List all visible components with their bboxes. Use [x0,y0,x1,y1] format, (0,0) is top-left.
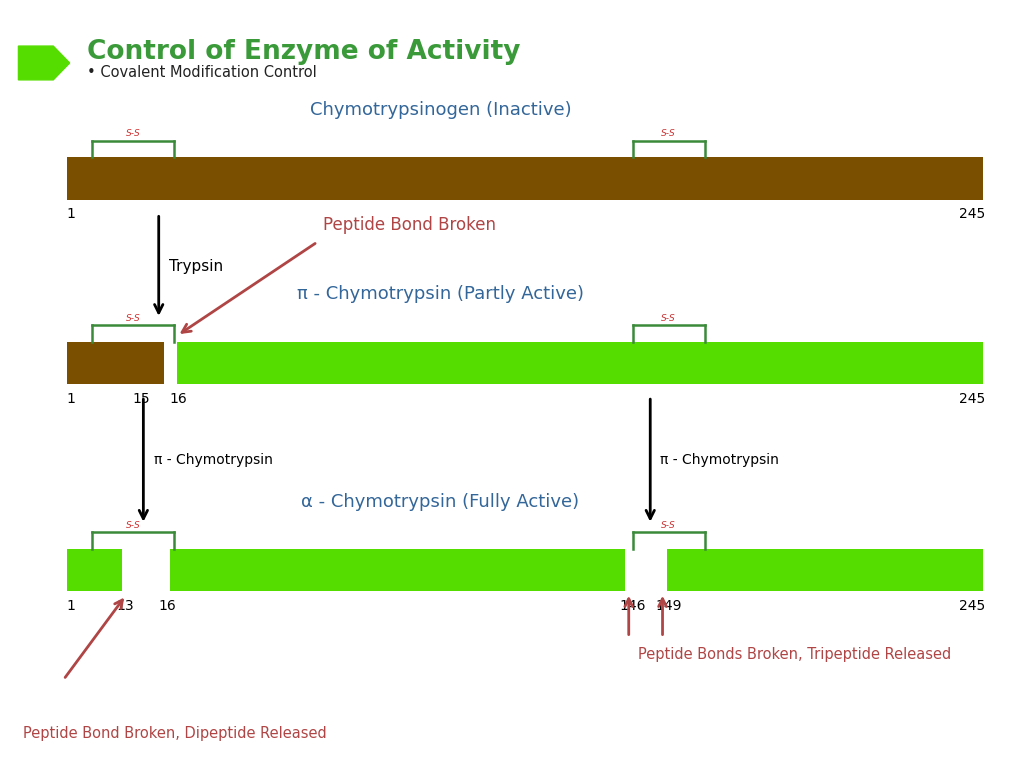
Bar [667,549,983,591]
Text: Peptide Bond Broken: Peptide Bond Broken [323,217,496,234]
Text: 1: 1 [67,599,76,613]
Text: Chymotrypsinogen (Inactive): Chymotrypsinogen (Inactive) [309,101,571,119]
Text: • Covalent Modification Control: • Covalent Modification Control [87,65,316,80]
Text: Peptide Bonds Broken, Tripeptide Released: Peptide Bonds Broken, Tripeptide Release… [638,647,951,662]
Text: 245: 245 [958,392,985,406]
Text: 1: 1 [67,207,76,221]
Text: 16: 16 [169,392,187,406]
Text: π - Chymotrypsin: π - Chymotrypsin [154,453,272,468]
Text: Peptide Bond Broken, Dipeptide Released: Peptide Bond Broken, Dipeptide Released [23,726,327,741]
Text: 149: 149 [655,599,682,613]
Text: 1: 1 [67,392,76,406]
Text: 146: 146 [620,599,646,613]
Text: 245: 245 [958,599,985,613]
Text: 16: 16 [158,599,176,613]
Polygon shape [18,46,70,80]
Text: 13: 13 [116,599,134,613]
Text: π - Chymotrypsin (Partly Active): π - Chymotrypsin (Partly Active) [297,286,584,303]
Text: Trypsin: Trypsin [169,259,223,273]
Text: α - Chymotrypsin (Fully Active): α - Chymotrypsin (Fully Active) [301,493,580,511]
Text: S-S: S-S [662,313,676,323]
Text: S-S: S-S [126,313,140,323]
Text: S-S: S-S [126,129,140,138]
Bar [170,549,625,591]
Bar [177,342,983,384]
Text: S-S: S-S [662,521,676,530]
Text: S-S: S-S [126,521,140,530]
Bar [67,549,122,591]
Bar [67,157,983,200]
Text: 245: 245 [958,207,985,221]
Text: S-S: S-S [662,129,676,138]
Text: 15: 15 [132,392,151,406]
Bar [67,342,164,384]
Text: π - Chymotrypsin: π - Chymotrypsin [660,453,779,468]
Text: Control of Enzyme of Activity: Control of Enzyme of Activity [87,39,520,65]
